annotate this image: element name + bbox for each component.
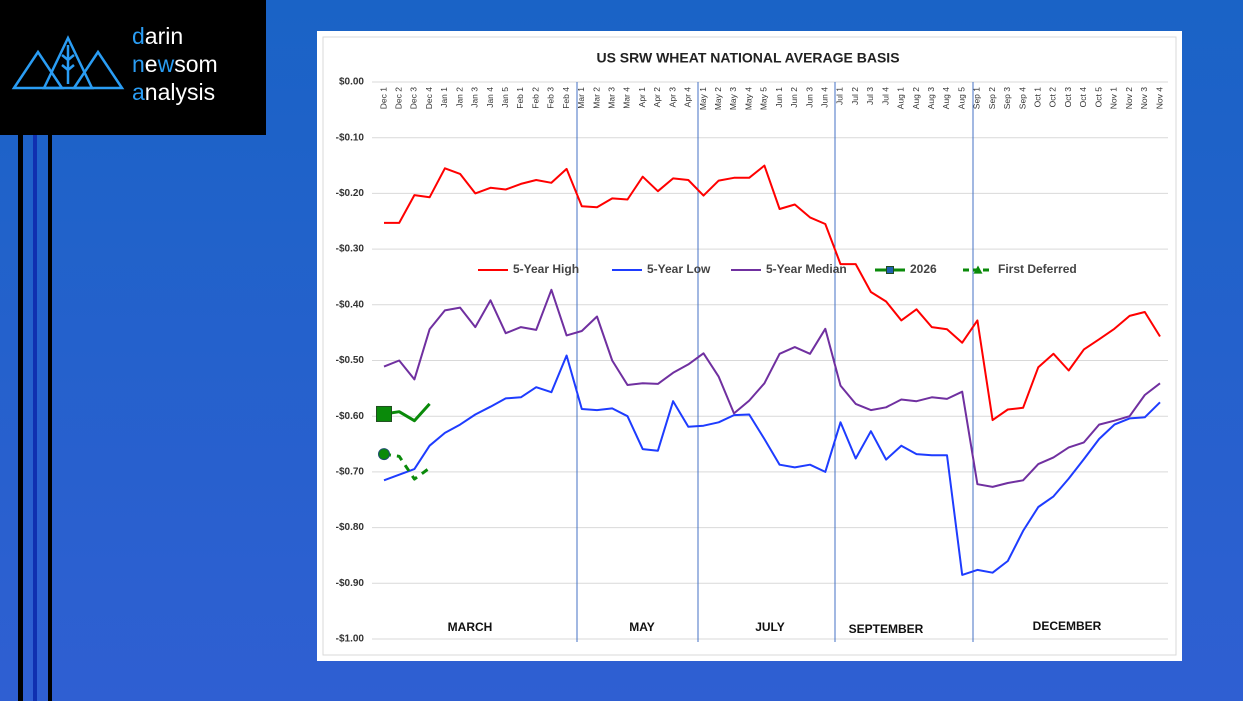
y-tick-label: -$0.60: [336, 411, 365, 422]
x-tick-label: Jan 2: [454, 87, 464, 108]
x-tick-label: Sep 3: [1002, 87, 1012, 109]
x-tick-label: Jan 5: [500, 87, 510, 108]
x-tick-label: May 4: [743, 87, 753, 110]
period-label: DECEMBER: [1033, 619, 1102, 633]
chart-title: US SRW WHEAT NATIONAL AVERAGE BASIS: [596, 50, 899, 66]
x-tick-label: Feb 4: [561, 87, 571, 109]
x-tick-label: Jun 1: [774, 87, 784, 108]
x-tick-label: Oct 4: [1078, 87, 1088, 108]
x-tick-label: Oct 2: [1048, 87, 1058, 108]
x-tick-label: Jun 3: [804, 87, 814, 108]
x-tick-label: Apr 1: [637, 87, 647, 108]
period-label: SEPTEMBER: [849, 622, 924, 636]
chart-box: [317, 31, 1182, 661]
marker: [973, 265, 983, 274]
x-tick-label: May 1: [698, 87, 708, 110]
legend-label: 2026: [910, 262, 937, 276]
legend-label: 5-Year Low: [647, 262, 711, 276]
x-tick-label: Dec 4: [424, 87, 434, 109]
series-line: [383, 288, 1161, 488]
y-tick-label: $0.00: [339, 77, 364, 88]
x-tick-label: Aug 1: [896, 87, 906, 109]
x-tick-label: Nov 2: [1124, 87, 1134, 109]
x-tick-label: Nov 1: [1109, 87, 1119, 109]
x-tick-label: Apr 4: [683, 87, 693, 108]
marker: [886, 266, 894, 274]
y-tick-label: -$0.90: [336, 578, 365, 589]
x-tick-label: Apr 3: [667, 87, 677, 108]
legend-label: 5-Year Median: [766, 262, 847, 276]
logo-box: [0, 0, 266, 135]
series-line: [384, 164, 1161, 422]
period-label: MAY: [629, 620, 655, 634]
x-tick-label: Jan 1: [439, 87, 449, 108]
x-tick-label: Oct 1: [1033, 87, 1043, 108]
decor-bar: [18, 130, 23, 701]
x-tick-label: Dec 3: [409, 87, 419, 109]
y-tick-label: -$0.20: [336, 188, 365, 199]
svg-text:analysis: analysis: [132, 79, 215, 105]
x-tick-label: Jun 2: [789, 87, 799, 108]
x-tick-label: Dec 2: [393, 87, 403, 109]
y-tick-label: -$0.30: [336, 244, 365, 255]
x-tick-label: Aug 4: [941, 87, 951, 109]
decor-bar: [48, 130, 52, 701]
y-tick-label: -$0.80: [336, 522, 365, 533]
y-tick-label: -$0.10: [336, 132, 365, 143]
x-tick-label: Oct 5: [1093, 87, 1103, 108]
marker: [378, 448, 390, 461]
x-tick-label: Feb 1: [515, 87, 525, 109]
x-tick-label: May 5: [759, 87, 769, 110]
x-tick-label: Sep 4: [1017, 87, 1027, 109]
marker: [376, 405, 392, 422]
y-tick-label: -$0.70: [336, 467, 365, 478]
x-tick-label: Oct 3: [1063, 87, 1073, 108]
x-tick-label: Mar 2: [591, 87, 601, 109]
decor-bar: [33, 130, 37, 701]
legend-label: 5-Year High: [513, 262, 579, 276]
series-line: [383, 354, 1161, 576]
x-tick-label: May 2: [713, 87, 723, 110]
x-tick-label: Jul 2: [850, 87, 860, 105]
logo-icon: [11, 35, 125, 90]
x-tick-label: Jul 1: [835, 87, 845, 105]
legend-label: First Deferred: [998, 262, 1077, 276]
y-tick-label: -$0.40: [336, 299, 365, 310]
y-tick-label: -$1.00: [336, 634, 365, 645]
series-line: [383, 452, 431, 481]
x-tick-label: Jan 4: [485, 87, 495, 108]
x-tick-label: Jul 4: [880, 87, 890, 105]
x-tick-label: Aug 5: [956, 87, 966, 109]
x-tick-label: Nov 4: [1154, 87, 1164, 109]
x-tick-label: Sep 1: [972, 87, 982, 109]
x-tick-label: Jun 4: [820, 87, 830, 108]
svg-text:newsom: newsom: [132, 51, 218, 77]
x-tick-label: Aug 3: [926, 87, 936, 109]
x-tick-label: Dec 1: [378, 87, 388, 109]
x-tick-label: Feb 3: [546, 87, 556, 109]
x-tick-label: Mar 4: [622, 87, 632, 109]
period-label: JULY: [755, 620, 785, 634]
x-tick-label: Mar 1: [576, 87, 586, 109]
chart-border: [322, 36, 1177, 656]
x-tick-label: Jul 3: [865, 87, 875, 105]
x-tick-label: Sep 2: [987, 87, 997, 109]
x-tick-label: Jan 3: [470, 87, 480, 108]
x-tick-label: May 3: [728, 87, 738, 110]
x-tick-label: Mar 3: [606, 87, 616, 109]
x-tick-label: Aug 2: [911, 87, 921, 109]
x-tick-label: Apr 2: [652, 87, 662, 108]
y-tick-label: -$0.50: [336, 355, 365, 366]
x-tick-label: Nov 3: [1139, 87, 1149, 109]
svg-text:darin: darin: [132, 23, 183, 49]
x-tick-label: Feb 2: [530, 87, 540, 109]
logo-text: darin newsom analysis: [132, 23, 218, 105]
period-label: MARCH: [448, 620, 493, 634]
